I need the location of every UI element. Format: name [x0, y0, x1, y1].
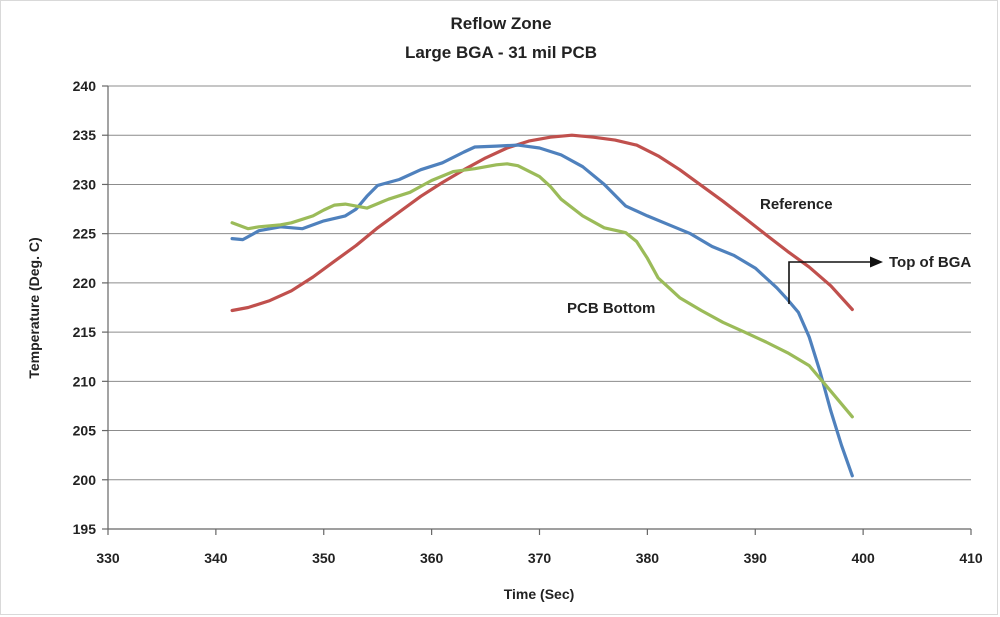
- y-tick-label-195: 195: [73, 521, 97, 537]
- y-tick-label-205: 205: [73, 423, 97, 439]
- y-tick-label-210: 210: [73, 373, 97, 389]
- x-tick-label-400: 400: [851, 550, 875, 566]
- y-tick-label-235: 235: [73, 127, 97, 143]
- x-tick-label-390: 390: [744, 550, 768, 566]
- y-tick-label-215: 215: [73, 324, 97, 340]
- x-tick-label-350: 350: [312, 550, 336, 566]
- top-of-bga-annotation: Top of BGA: [889, 254, 971, 271]
- x-tick-label-340: 340: [204, 550, 228, 566]
- pcb-bottom-annotation: PCB Bottom: [567, 300, 655, 317]
- series-line-reference: [230, 133, 854, 313]
- x-tick-label-370: 370: [528, 550, 552, 566]
- top-of-bga-callout: Top of BGA: [788, 254, 971, 304]
- x-axis-title: Time (Sec): [504, 586, 575, 602]
- grid-layer: [108, 85, 971, 530]
- callout-arrowhead: [870, 256, 883, 268]
- x-tick-label-360: 360: [420, 550, 444, 566]
- y-tick-label-240: 240: [73, 78, 97, 94]
- series-line-top-of-bga: [230, 143, 854, 478]
- series-layer: [230, 133, 854, 478]
- axis-layer: [102, 85, 972, 535]
- x-tick-label-380: 380: [636, 550, 660, 566]
- y-axis-title: Temperature (Deg. C): [26, 237, 42, 378]
- y-tick-label-225: 225: [73, 226, 97, 242]
- y-tick-label-230: 230: [73, 176, 97, 192]
- chart-subtitle: Large BGA - 31 mil PCB: [405, 43, 597, 62]
- chart-title: Reflow Zone: [450, 14, 551, 33]
- reference-annotation: Reference: [760, 196, 833, 213]
- callout-leader-line: [788, 261, 871, 304]
- y-tick-label-200: 200: [73, 472, 97, 488]
- tick-layer: 195 200 205 210 215 220 225 230 235 240 330 340 350 3…: [73, 78, 983, 566]
- x-tick-label-330: 330: [96, 550, 120, 566]
- x-tick-label-410: 410: [959, 550, 983, 566]
- y-tick-label-220: 220: [73, 275, 97, 291]
- series-line-pcb-bottom: [230, 162, 854, 419]
